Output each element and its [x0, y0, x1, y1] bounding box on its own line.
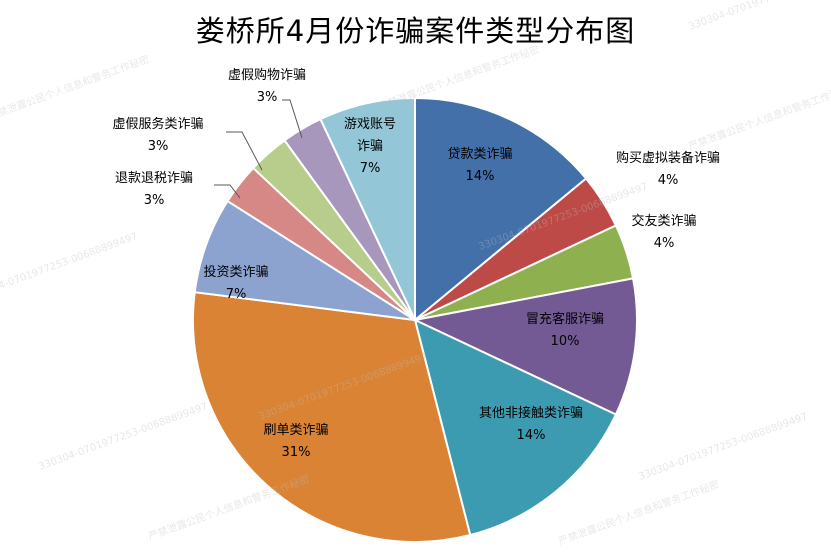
slice-label-loan: 贷款类诈骗 14%	[447, 147, 512, 184]
slice-percent-game-account: 7%	[360, 161, 381, 176]
watermark-text: 严禁泄露公民个人信息和警务工作秘密	[147, 472, 311, 542]
slice-label-other-noncontact: 其他非接触类诈骗 14%	[479, 405, 583, 443]
watermark-text: 330304-0701977253-00688899497	[37, 401, 209, 473]
slice-percent-virtual-equipment: 4%	[658, 173, 679, 188]
slice-name-other-noncontact: 其他非接触类诈骗	[479, 405, 583, 421]
pie-slice-order-brushing	[192, 291, 472, 543]
pie-labels: 贷款类诈骗 14% 购买虚拟装备诈骗 4% 交友类诈骗 4% 冒充客服诈骗 10% 其他非接触类…	[112, 67, 720, 460]
slice-percent-other-noncontact: 14%	[517, 428, 546, 443]
watermark-text: 严禁泄露公民个人信息和警务工作秘密	[687, 82, 831, 152]
slice-percent-impersonate-service: 10%	[551, 334, 580, 349]
leader-line-fake-shopping	[282, 99, 303, 139]
slice-percent-fake-service: 3%	[148, 139, 169, 154]
watermark-text: 严禁泄露公民个人信息和警务工作秘密	[557, 477, 721, 547]
slice-label-investment: 投资类诈骗 7%	[203, 264, 268, 302]
watermark-text: 330304-0701977253-00688899497	[0, 231, 139, 303]
slice-percent-loan: 14%	[466, 169, 495, 184]
slice-name-loan: 贷款类诈骗	[447, 147, 512, 162]
pie-slice-impersonate-service	[411, 277, 638, 416]
slice-name-game-account: 游戏账号	[344, 117, 396, 132]
slice-label-order-brushing: 刷单类诈骗 31%	[263, 423, 328, 460]
leader-line-refund-tax	[214, 184, 241, 199]
slice-name-fake-service: 虚假服务类诈骗	[112, 116, 203, 132]
slice-label-game-account: 游戏账号诈骗 7%	[344, 117, 396, 176]
slice-name-game-account: 诈骗	[357, 139, 383, 154]
slice-percent-refund-tax: 3%	[144, 193, 165, 208]
slice-name-refund-tax: 退款退税诈骗	[115, 171, 193, 186]
slice-name-investment: 投资类诈骗	[203, 264, 268, 280]
chart-title: 娄桥所4月份诈骗案件类型分布图	[195, 14, 636, 48]
slice-name-dating: 交友类诈骗	[631, 213, 696, 229]
watermark-text: 330304-0701977253-00688899497	[637, 411, 809, 483]
slice-percent-order-brushing: 31%	[282, 445, 311, 460]
pie-slice-other-noncontact	[413, 318, 618, 537]
slice-label-dating: 交友类诈骗 4%	[631, 213, 696, 251]
pie-slice-loan	[414, 96, 588, 323]
slice-name-fake-shopping: 虚假购物诈骗	[228, 67, 306, 83]
slice-label-virtual-equipment: 购买虚拟装备诈骗 4%	[616, 150, 720, 188]
leader-line-fake-service	[226, 131, 263, 171]
slice-name-virtual-equipment: 购买虚拟装备诈骗	[616, 150, 720, 166]
slice-label-impersonate-service: 冒充客服诈骗 10%	[526, 311, 604, 349]
watermark-text: 330304-0701977253-00688899497	[687, 0, 831, 33]
slice-percent-investment: 7%	[226, 287, 247, 302]
slice-label-refund-tax: 退款退税诈骗 3%	[115, 171, 193, 208]
slice-label-fake-service: 虚假服务类诈骗 3%	[112, 116, 203, 154]
pie-slices	[192, 96, 638, 543]
slice-percent-dating: 4%	[654, 236, 675, 251]
slice-name-order-brushing: 刷单类诈骗	[263, 423, 328, 438]
slice-percent-fake-shopping: 3%	[257, 90, 278, 105]
pie-slice-game-account	[319, 96, 416, 321]
slice-label-fake-shopping: 虚假购物诈骗 3%	[228, 67, 306, 105]
watermark-text: 严禁泄露公民个人信息和警务工作秘密	[0, 52, 151, 122]
slice-name-impersonate-service: 冒充客服诈骗	[526, 311, 604, 327]
